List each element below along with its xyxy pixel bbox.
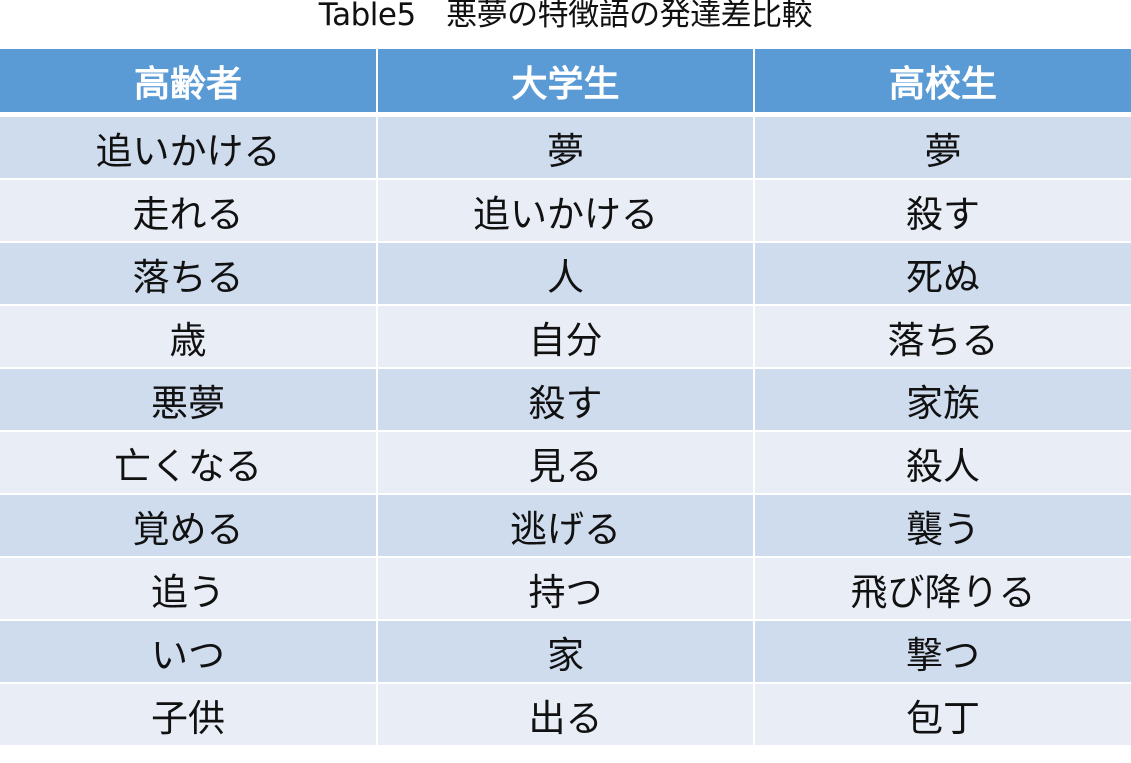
- cell-highschool: 落ちる: [753, 304, 1131, 369]
- cell-elderly: いつ: [0, 619, 378, 684]
- cell-elderly: 追いかける: [0, 113, 378, 180]
- cell-highschool: 死ぬ: [753, 241, 1131, 306]
- cell-highschool: 夢: [753, 113, 1131, 180]
- header-row: 高齢者 大学生 高校生: [0, 47, 1131, 117]
- cell-highschool: 襲う: [753, 493, 1131, 558]
- cell-elderly: 走れる: [0, 178, 378, 243]
- cell-university: 夢: [376, 113, 755, 180]
- header-highschool: 高校生: [753, 47, 1131, 117]
- table-row: 追う 持つ 飛び降りる: [0, 556, 1131, 621]
- table-row: 悪夢 殺す 家族: [0, 367, 1131, 432]
- cell-highschool: 殺す: [753, 178, 1131, 243]
- table-row: 歳自分 落ちる: [0, 304, 1131, 369]
- table-title: Table5 悪夢の特徴語の発達差比較: [318, 0, 813, 33]
- cell-university: 家: [376, 619, 755, 684]
- cell-highschool: 殺人: [753, 430, 1131, 495]
- header-university: 大学生: [376, 47, 755, 117]
- cell-university: 自分: [376, 304, 755, 369]
- header-elderly: 高齢者: [0, 47, 378, 117]
- cell-elderly: 亡くなる: [0, 430, 378, 495]
- cell-university: 殺す: [376, 367, 755, 432]
- cell-highschool: 包丁: [753, 682, 1131, 747]
- cell-elderly: 悪夢: [0, 367, 378, 432]
- table-row: 亡くなる 見る 殺人: [0, 430, 1131, 495]
- table-row: 子供 出る 包丁: [0, 682, 1131, 747]
- table-row: 走れる 追いかける 殺す: [0, 178, 1131, 243]
- cell-elderly: 歳: [0, 304, 378, 369]
- cell-elderly: 覚める: [0, 493, 378, 558]
- cell-elderly: 子供: [0, 682, 378, 747]
- table-row: いつ家撃つ: [0, 619, 1131, 684]
- table-row: 覚める 逃げる 襲う: [0, 493, 1131, 558]
- cell-university: 見る: [376, 430, 755, 495]
- cell-highschool: 家族: [753, 367, 1131, 432]
- cell-elderly: 落ちる: [0, 241, 378, 306]
- table-row: 追いかける夢夢: [0, 113, 1131, 180]
- cell-elderly: 追う: [0, 556, 378, 621]
- cell-highschool: 飛び降りる: [753, 556, 1131, 621]
- cell-university: 逃げる: [376, 493, 755, 558]
- cell-highschool: 撃つ: [753, 619, 1131, 684]
- cell-university: 追いかける: [376, 178, 755, 243]
- cell-university: 人: [376, 241, 755, 306]
- cell-university: 出る: [376, 682, 755, 747]
- feature-words-table: 高齢者 大学生 高校生 追いかける夢夢走れる 追いかける 殺す 落ちる人死ぬ歳自分 落ち…: [0, 47, 1131, 747]
- table-row: 落ちる人死ぬ: [0, 241, 1131, 306]
- cell-university: 持つ: [376, 556, 755, 621]
